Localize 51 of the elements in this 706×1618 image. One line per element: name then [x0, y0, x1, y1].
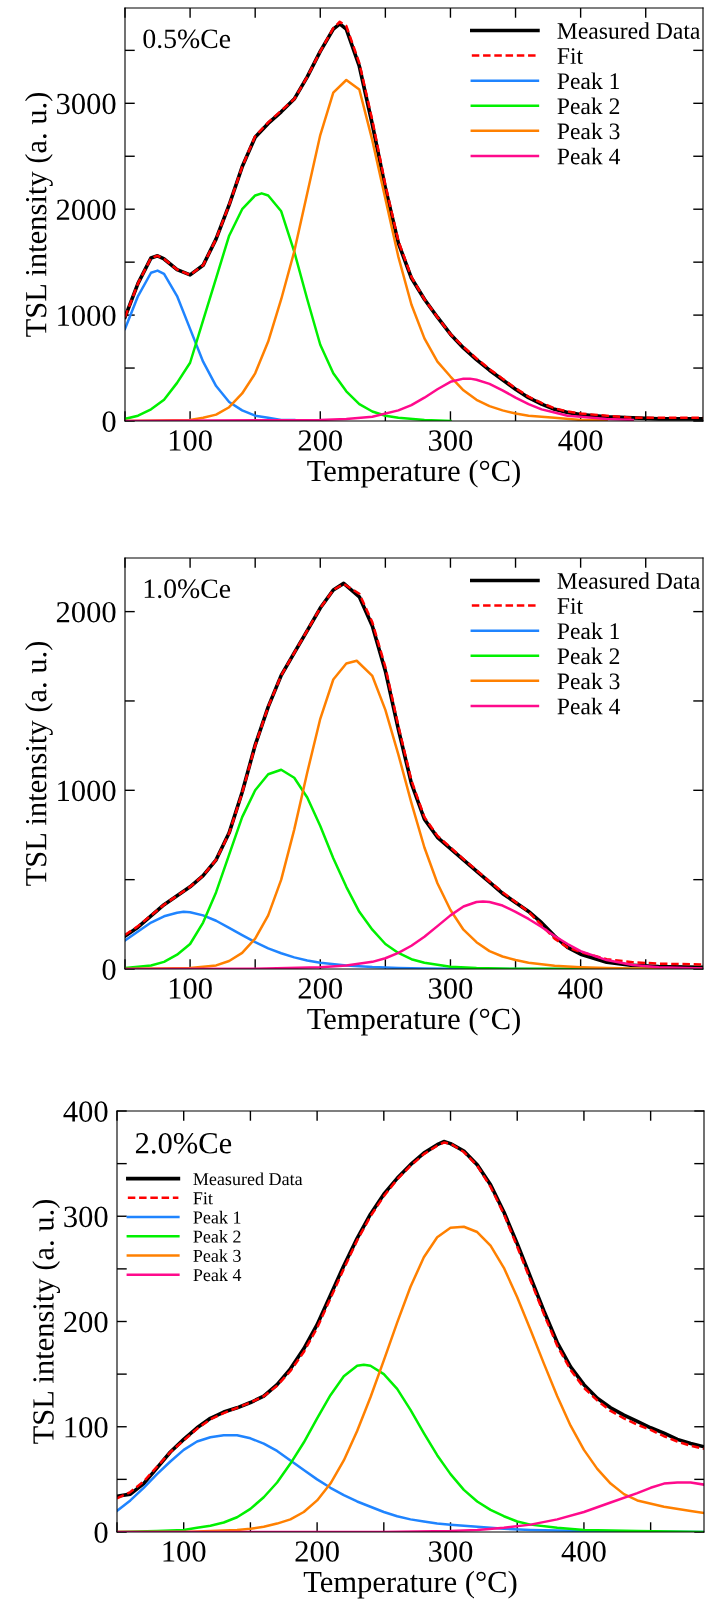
x-tick-label: 200 — [298, 978, 343, 999]
y-tick-label: 400 — [63, 1101, 108, 1122]
annotation: 2.0%Ce — [135, 1132, 232, 1154]
legend-label: Peak 4 — [557, 697, 621, 715]
legend-label: Measured Data — [193, 1172, 303, 1186]
x-axis-title: Temperature (°C) — [303, 1570, 517, 1599]
legend-label: Peak 1 — [193, 1210, 241, 1224]
legend-label: Fit — [557, 598, 583, 615]
y-tick-label: 3000 — [57, 93, 116, 115]
x-tick-label: 200 — [298, 430, 343, 451]
legend-label: Peak 3 — [557, 122, 620, 140]
y-tick-label: 0 — [102, 411, 116, 432]
legend-label: Peak 1 — [557, 72, 619, 90]
y-tick-label: 1000 — [58, 780, 116, 802]
y-axis-title: TSL intensity (a. u.) — [32, 1199, 61, 1444]
legend-label: Peak 2 — [193, 1230, 241, 1243]
y-tick-label: 100 — [65, 1417, 108, 1438]
x-tick-label: 300 — [428, 430, 473, 451]
y-tick-label: 1000 — [58, 305, 116, 326]
legend-label: Peak 4 — [557, 147, 621, 165]
annotation: 1.0%Ce — [144, 579, 231, 599]
x-tick-label: 400 — [558, 430, 603, 451]
legend-label: Peak 3 — [557, 672, 620, 690]
y-tick-label: 0 — [102, 959, 116, 980]
y-axis-title: TSL intensity (a. u.) — [24, 641, 53, 886]
x-tick-label: 100 — [169, 978, 212, 999]
x-axis-title: Temperature (°C) — [307, 1007, 520, 1036]
legend-label: Fit — [193, 1192, 213, 1205]
y-tick-label: 0 — [94, 1522, 108, 1543]
x-tick-label: 200 — [295, 1541, 339, 1562]
annotation: 0.5%Ce — [143, 29, 231, 49]
x-tick-label: 100 — [163, 1541, 206, 1562]
y-tick-label: 300 — [64, 1206, 108, 1228]
x-tick-label: 400 — [558, 978, 603, 999]
legend-label: Peak 2 — [557, 97, 620, 115]
y-tick-label: 2000 — [56, 601, 116, 623]
x-axis-title: Temperature (°C) — [307, 459, 520, 488]
legend-label: Peak 1 — [557, 622, 619, 640]
legend-label: Peak 4 — [193, 1268, 242, 1282]
x-tick-label: 300 — [428, 978, 473, 999]
legend-label: Measured Data — [557, 22, 701, 39]
legend-label: Peak 3 — [193, 1249, 241, 1262]
x-tick-label: 100 — [169, 430, 212, 451]
legend-label: Measured Data — [557, 572, 701, 589]
y-axis-title: TSL intensity (a. u.) — [24, 92, 53, 337]
y-tick-label: 200 — [64, 1311, 108, 1333]
legend-label: Peak 2 — [557, 647, 620, 665]
x-tick-label: 300 — [429, 1541, 473, 1562]
legend-label: Fit — [557, 48, 583, 65]
y-tick-label: 2000 — [56, 199, 116, 221]
x-tick-label: 400 — [561, 1541, 606, 1562]
